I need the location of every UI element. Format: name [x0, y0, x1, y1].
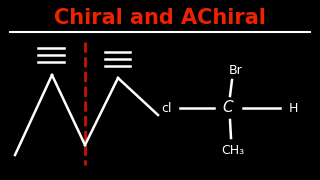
Text: C: C: [223, 100, 233, 116]
Text: Br: Br: [229, 64, 243, 76]
Text: H: H: [288, 102, 298, 114]
Text: Chiral and AChiral: Chiral and AChiral: [54, 8, 266, 28]
Text: CH₃: CH₃: [221, 143, 244, 156]
Text: cl: cl: [161, 102, 171, 114]
